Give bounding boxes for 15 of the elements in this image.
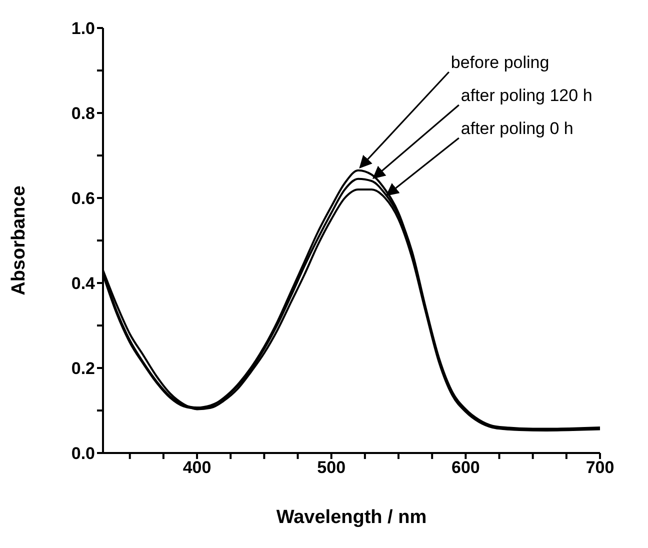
x-axis-title: Wavelength / nm: [276, 507, 427, 528]
x-tick-label: 700: [586, 458, 614, 478]
annotation: after poling 120 h: [460, 86, 592, 105]
annotation: after poling 0 h: [460, 119, 574, 138]
x-tick-label: 400: [182, 458, 212, 478]
y-tick-label: 1.0: [71, 19, 95, 38]
y-tick-label: 0.8: [71, 104, 95, 124]
x-tick-label: 600: [451, 458, 480, 478]
y-tick-label: 0.2: [71, 359, 95, 378]
x-tick-label: 500: [317, 458, 346, 478]
annotation: before poling: [450, 53, 550, 72]
y-tick-label: 0.4: [71, 274, 96, 294]
y-tick-label: 0.0: [71, 444, 95, 464]
y-axis-title: Absorbance: [8, 186, 30, 296]
y-tick-label: 0.6: [71, 189, 95, 208]
